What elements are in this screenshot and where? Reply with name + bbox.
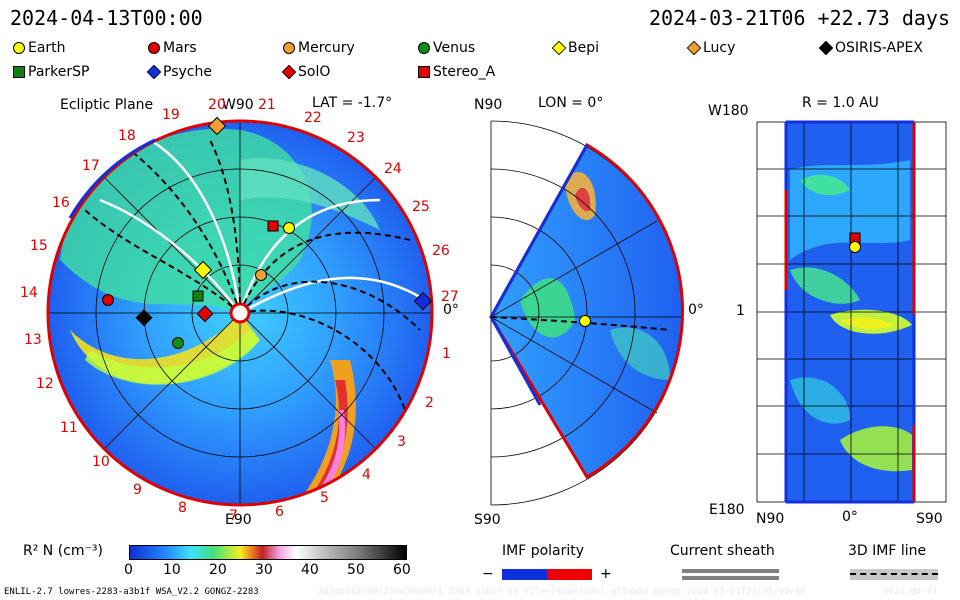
legend-earth: Earth xyxy=(13,40,66,56)
venus-position-icon xyxy=(172,337,184,349)
lucy-position-icon xyxy=(207,116,227,136)
timestamp-current: 2024-04-13T00:00 xyxy=(10,6,203,30)
solo-position-icon xyxy=(196,305,214,323)
current-sheath-swatch-top xyxy=(682,569,779,573)
radial-w180-label: W180 xyxy=(708,103,749,119)
run-info: 20240413/00/256x30x90/1 2283 a3b1f 16 fi… xyxy=(318,587,806,597)
legend-lucy: Lucy xyxy=(686,40,735,56)
stereo-a-marker-icon xyxy=(418,66,430,78)
imf-3d-line-title: 3D IMF line xyxy=(848,543,927,559)
radial-one-label: 1 xyxy=(736,303,745,319)
legend-bepi: Bepi xyxy=(551,40,599,56)
parkersp-position-icon xyxy=(192,290,204,302)
current-sheath-title: Current sheath xyxy=(670,543,775,559)
colorbar-label: R² N (cm⁻³) xyxy=(23,543,103,559)
ecliptic-w90-label: W90 xyxy=(222,97,254,113)
mercury-position-icon xyxy=(255,269,267,281)
imf-plus-label: + xyxy=(600,566,612,582)
stereo-a-position-icon xyxy=(267,220,279,232)
radial-n90-label: N90 xyxy=(756,511,785,527)
legend-mars: Mars xyxy=(148,40,197,56)
imf-dashed-lines xyxy=(84,139,421,411)
meridional-n90-label: N90 xyxy=(474,97,503,113)
legend-mercury: Mercury xyxy=(283,40,355,56)
radial-e180-label: E180 xyxy=(709,502,745,518)
ecliptic-title: Ecliptic Plane xyxy=(60,97,154,113)
legend-venus: Venus xyxy=(418,40,475,56)
osiris-apex-position-icon xyxy=(135,309,153,327)
radial-s90-label: S90 xyxy=(916,511,943,527)
ecliptic-zero-label: 0° xyxy=(443,302,459,318)
mars-position-icon xyxy=(102,294,114,306)
mars-marker-icon xyxy=(148,42,160,54)
parkersp-marker-icon xyxy=(13,66,25,78)
timestamp-start: 2024-03-21T06 +22.73 days xyxy=(648,6,950,30)
run-stamp: 2024-04-13 xyxy=(883,587,938,597)
imf-polarity-title: IMF polarity xyxy=(502,543,585,559)
psyche-position-icon xyxy=(413,291,433,311)
legend-solo: SolO xyxy=(281,64,330,80)
colorbar xyxy=(129,545,407,560)
ecliptic-boundary xyxy=(46,119,434,507)
bepi-position-icon xyxy=(193,260,213,280)
meridional-zero-label: 0° xyxy=(688,302,704,318)
radial-title: R = 1.0 AU xyxy=(802,95,879,111)
venus-marker-icon xyxy=(418,42,430,54)
imf-3d-line-swatch xyxy=(850,569,938,580)
mercury-marker-icon xyxy=(283,42,295,54)
imf-minus-label: − xyxy=(482,566,494,582)
imf-negative-swatch xyxy=(502,569,547,580)
ecliptic-lat: LAT = -1.7° xyxy=(312,95,393,111)
earth-meridional-icon xyxy=(579,315,591,327)
legend-osiris-apex: OSIRIS-APEX xyxy=(818,40,923,56)
radial-zero-label: 0° xyxy=(842,509,858,525)
current-sheath-swatch-bottom xyxy=(682,576,779,580)
legend-parkersp: ParkerSP xyxy=(13,64,89,80)
earth-position-icon xyxy=(283,222,295,234)
legend-stereo-a: Stereo_A xyxy=(418,64,495,80)
ecliptic-e90-label: E90 xyxy=(225,512,252,528)
sun-icon xyxy=(229,302,251,324)
legend-psyche: Psyche xyxy=(146,64,212,80)
meridional-lon: LON = 0° xyxy=(538,95,604,111)
earth-marker-icon xyxy=(13,42,25,54)
meridional-s90-label: S90 xyxy=(474,512,501,528)
imf-positive-swatch xyxy=(547,569,592,580)
earth-radial-icon xyxy=(849,241,861,253)
model-info: ENLIL-2.7 lowres-2283-a3b1f WSA_V2.2 GON… xyxy=(4,587,259,597)
